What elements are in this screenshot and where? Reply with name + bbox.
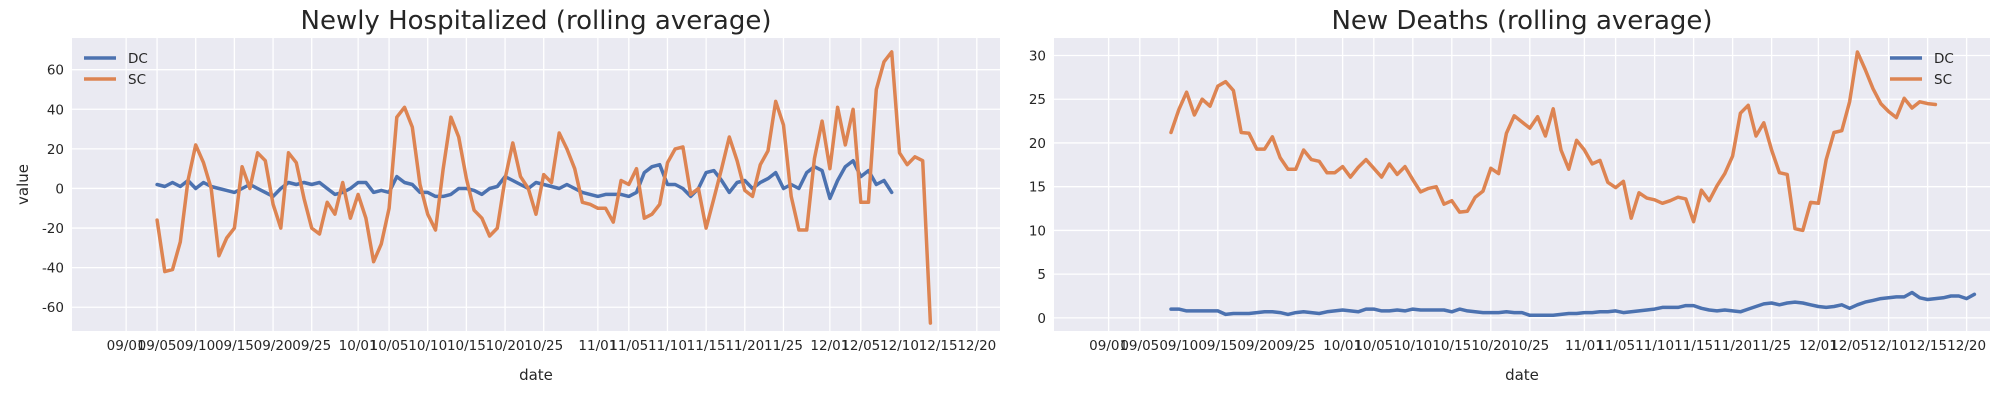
deaths-chart: New Deaths (rolling average) date 0 5 10 15…	[1029, 6, 1990, 384]
deaths-x-tick-label: 10/05	[1354, 338, 1393, 354]
hospitalized-legend-dc-label: DC	[128, 51, 148, 67]
hospitalized-x-tick-label: 11/15	[687, 338, 726, 354]
deaths-x-tick-label: 11/25	[1752, 338, 1791, 354]
hospitalized-series-sc-line	[155, 50, 933, 325]
hospitalized-x-tick-label: 11/05	[609, 338, 648, 354]
hospitalized-x-tick-label: 10/01	[339, 338, 378, 354]
deaths-x-tick-label: 10/01	[1323, 338, 1362, 354]
hospitalized-series-dc-line	[155, 158, 894, 201]
deaths-x-tick-label: 12/20	[1947, 338, 1986, 354]
deaths-y-tick-label: 0	[1037, 311, 1046, 327]
deaths-x-tick-label: 10/10	[1393, 338, 1432, 354]
deaths-y-tick-label: 30	[1029, 48, 1046, 64]
deaths-series-sc-line	[1169, 50, 1938, 233]
hospitalized-x-tick-label: 09/25	[292, 338, 331, 354]
deaths-x-tick-label: 09/15	[1198, 338, 1237, 354]
hospitalized-x-tick-label: 09/10	[176, 338, 215, 354]
hospitalized-x-tick-label: 11/10	[648, 338, 687, 354]
deaths-x-tick-label: 12/10	[1869, 338, 1908, 354]
deaths-legend-sc-label: SC	[1934, 72, 1952, 88]
hospitalized-y-tick-label: 40	[47, 102, 64, 118]
deaths-x-tick-label: 12/05	[1830, 338, 1869, 354]
deaths-x-tick-label: 11/01	[1565, 338, 1604, 354]
hospitalized-x-tick-label: 12/05	[841, 338, 880, 354]
deaths-y-tick-label: 20	[1029, 136, 1046, 152]
deaths-plot-area	[1054, 38, 1990, 331]
hospitalized-x-tick-label: 12/15	[919, 338, 958, 354]
deaths-x-tick-label: 11/10	[1635, 338, 1674, 354]
deaths-x-tick-label: 10/20	[1471, 338, 1510, 354]
deaths-x-tick-label: 10/15	[1432, 338, 1471, 354]
hospitalized-x-tick-label: 10/05	[370, 338, 409, 354]
deaths-y-tick-label: 15	[1029, 180, 1046, 196]
hospitalized-y-tick-label: -20	[42, 221, 64, 237]
hospitalized-legend-sc-label: SC	[128, 72, 146, 88]
deaths-x-tick-label: 11/20	[1713, 338, 1752, 354]
deaths-y-tick-label: 5	[1037, 267, 1046, 283]
hospitalized-y-tick-label: -40	[42, 261, 64, 277]
deaths-x-axis-label: date	[1505, 366, 1539, 384]
hospitalized-x-tick-label: 10/20	[486, 338, 525, 354]
hospitalized-x-tick-label: 09/20	[254, 338, 293, 354]
hospitalized-x-tick-label: 09/15	[215, 338, 254, 354]
deaths-y-tick-label: 25	[1029, 92, 1046, 108]
deaths-legend-dc-label: DC	[1934, 51, 1954, 67]
hospitalized-y-tick-label: 20	[47, 142, 64, 158]
hospitalized-x-tick-label: 11/20	[725, 338, 764, 354]
hospitalized-y-tick-label: 0	[55, 181, 64, 197]
deaths-x-tick-label: 09/01	[1089, 338, 1128, 354]
hospitalized-x-tick-label: 12/20	[957, 338, 996, 354]
deaths-x-tick-label: 12/15	[1908, 338, 1947, 354]
deaths-x-tick-label: 09/05	[1120, 338, 1159, 354]
deaths-x-tick-label: 11/05	[1596, 338, 1635, 354]
hospitalized-chart: Newly Hospitalized (rolling average) dat…	[14, 6, 1000, 384]
deaths-x-tick-label: 09/10	[1159, 338, 1198, 354]
hospitalized-y-tick-label: -60	[42, 300, 64, 316]
deaths-chart-title: New Deaths (rolling average)	[1331, 6, 1712, 36]
deaths-x-tick-label: 09/20	[1237, 338, 1276, 354]
deaths-x-tick-label: 09/25	[1276, 338, 1315, 354]
deaths-x-tick-label: 12/01	[1799, 338, 1838, 354]
hospitalized-x-tick-label: 11/25	[764, 338, 803, 354]
hospitalized-x-tick-label: 09/01	[107, 338, 146, 354]
hospitalized-x-tick-label: 09/05	[138, 338, 177, 354]
hospitalized-x-tick-label: 10/10	[408, 338, 447, 354]
deaths-x-tick-label: 10/25	[1510, 338, 1549, 354]
hospitalized-y-axis-label: value	[14, 164, 32, 205]
hospitalized-x-tick-label: 11/01	[578, 338, 617, 354]
deaths-y-tick-label: 10	[1029, 223, 1046, 239]
deaths-x-tick-label: 11/15	[1674, 338, 1713, 354]
hospitalized-x-tick-label: 12/01	[810, 338, 849, 354]
hospitalized-chart-title: Newly Hospitalized (rolling average)	[301, 6, 772, 36]
hospitalized-x-tick-label: 12/10	[880, 338, 919, 354]
hospitalized-x-axis-label: date	[519, 366, 553, 384]
hospitalized-x-tick-label: 10/25	[524, 338, 563, 354]
deaths-series-dc-line	[1169, 290, 1977, 318]
hospitalized-y-tick-label: 60	[47, 63, 64, 79]
hospitalized-x-tick-label: 10/15	[447, 338, 486, 354]
